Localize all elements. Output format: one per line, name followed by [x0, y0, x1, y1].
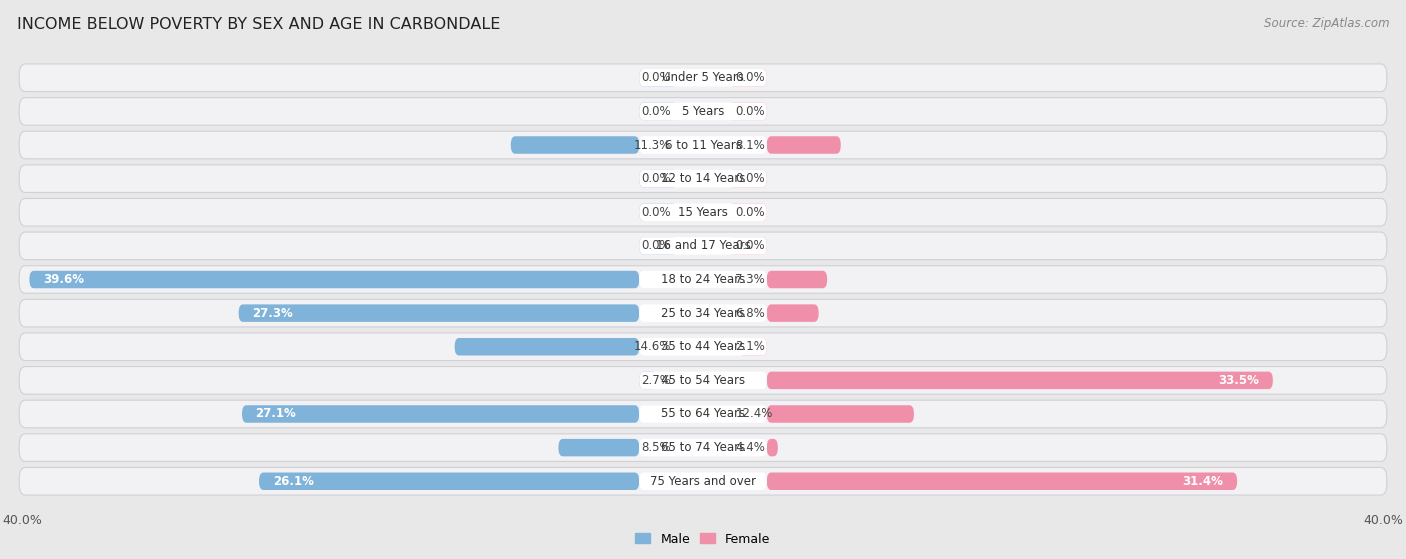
Text: 8.5%: 8.5% — [641, 441, 671, 454]
FancyBboxPatch shape — [454, 338, 640, 356]
Text: 0.0%: 0.0% — [735, 206, 765, 219]
FancyBboxPatch shape — [640, 338, 766, 356]
Text: 0.0%: 0.0% — [735, 239, 765, 252]
FancyBboxPatch shape — [640, 472, 766, 490]
FancyBboxPatch shape — [20, 232, 1386, 260]
Text: 39.6%: 39.6% — [44, 273, 84, 286]
FancyBboxPatch shape — [20, 333, 1386, 361]
FancyBboxPatch shape — [640, 305, 766, 322]
FancyBboxPatch shape — [640, 69, 678, 87]
FancyBboxPatch shape — [20, 198, 1386, 226]
FancyBboxPatch shape — [640, 372, 657, 389]
Text: 18 to 24 Years: 18 to 24 Years — [661, 273, 745, 286]
FancyBboxPatch shape — [20, 266, 1386, 293]
Text: 65 to 74 Years: 65 to 74 Years — [661, 441, 745, 454]
FancyBboxPatch shape — [640, 237, 766, 254]
Text: 0.0%: 0.0% — [641, 239, 671, 252]
Text: 0.0%: 0.0% — [641, 71, 671, 84]
Text: Source: ZipAtlas.com: Source: ZipAtlas.com — [1264, 17, 1389, 30]
Text: 6 to 11 Years: 6 to 11 Years — [665, 139, 741, 151]
FancyBboxPatch shape — [728, 103, 766, 120]
Text: 45 to 54 Years: 45 to 54 Years — [661, 374, 745, 387]
Text: 0.0%: 0.0% — [641, 105, 671, 118]
Text: 6.8%: 6.8% — [735, 307, 765, 320]
FancyBboxPatch shape — [766, 305, 818, 322]
FancyBboxPatch shape — [766, 405, 914, 423]
Text: 11.3%: 11.3% — [634, 139, 671, 151]
Text: 31.4%: 31.4% — [1182, 475, 1223, 488]
Text: 8.1%: 8.1% — [735, 139, 765, 151]
FancyBboxPatch shape — [640, 439, 766, 456]
Text: INCOME BELOW POVERTY BY SEX AND AGE IN CARBONDALE: INCOME BELOW POVERTY BY SEX AND AGE IN C… — [17, 17, 501, 32]
Legend: Male, Female: Male, Female — [630, 528, 776, 551]
FancyBboxPatch shape — [510, 136, 640, 154]
Text: 16 and 17 Years: 16 and 17 Years — [655, 239, 751, 252]
Text: 0.0%: 0.0% — [735, 71, 765, 84]
Text: 12 to 14 Years: 12 to 14 Years — [661, 172, 745, 185]
Text: 27.1%: 27.1% — [256, 408, 297, 420]
FancyBboxPatch shape — [640, 203, 766, 221]
FancyBboxPatch shape — [640, 271, 766, 288]
Text: 2.7%: 2.7% — [641, 374, 671, 387]
Text: 27.3%: 27.3% — [252, 307, 292, 320]
Text: 75 Years and over: 75 Years and over — [650, 475, 756, 488]
FancyBboxPatch shape — [738, 338, 766, 356]
FancyBboxPatch shape — [640, 203, 678, 221]
FancyBboxPatch shape — [766, 472, 1237, 490]
FancyBboxPatch shape — [640, 103, 766, 120]
Text: 25 to 34 Years: 25 to 34 Years — [661, 307, 745, 320]
FancyBboxPatch shape — [766, 136, 841, 154]
FancyBboxPatch shape — [640, 69, 766, 87]
Text: 5 Years: 5 Years — [682, 105, 724, 118]
Text: 4.4%: 4.4% — [735, 441, 765, 454]
FancyBboxPatch shape — [20, 131, 1386, 159]
FancyBboxPatch shape — [640, 372, 766, 389]
FancyBboxPatch shape — [640, 237, 678, 254]
FancyBboxPatch shape — [728, 69, 766, 87]
Text: 55 to 64 Years: 55 to 64 Years — [661, 408, 745, 420]
FancyBboxPatch shape — [20, 165, 1386, 192]
FancyBboxPatch shape — [30, 271, 640, 288]
Text: 7.3%: 7.3% — [735, 273, 765, 286]
Text: 0.0%: 0.0% — [641, 206, 671, 219]
FancyBboxPatch shape — [239, 305, 640, 322]
Text: 14.6%: 14.6% — [633, 340, 671, 353]
Text: 0.0%: 0.0% — [735, 172, 765, 185]
FancyBboxPatch shape — [728, 203, 766, 221]
Text: 2.1%: 2.1% — [735, 340, 765, 353]
FancyBboxPatch shape — [20, 64, 1386, 92]
Text: Under 5 Years: Under 5 Years — [662, 71, 744, 84]
FancyBboxPatch shape — [640, 170, 766, 187]
FancyBboxPatch shape — [640, 170, 678, 187]
Text: 0.0%: 0.0% — [735, 105, 765, 118]
FancyBboxPatch shape — [20, 299, 1386, 327]
FancyBboxPatch shape — [20, 367, 1386, 394]
Text: 15 Years: 15 Years — [678, 206, 728, 219]
Text: 35 to 44 Years: 35 to 44 Years — [661, 340, 745, 353]
FancyBboxPatch shape — [766, 372, 1272, 389]
FancyBboxPatch shape — [242, 405, 640, 423]
Text: 12.4%: 12.4% — [735, 408, 773, 420]
FancyBboxPatch shape — [728, 237, 766, 254]
FancyBboxPatch shape — [640, 405, 766, 423]
FancyBboxPatch shape — [20, 400, 1386, 428]
FancyBboxPatch shape — [20, 467, 1386, 495]
FancyBboxPatch shape — [728, 170, 766, 187]
FancyBboxPatch shape — [20, 434, 1386, 461]
Text: 26.1%: 26.1% — [273, 475, 314, 488]
Text: 0.0%: 0.0% — [641, 172, 671, 185]
Text: 33.5%: 33.5% — [1219, 374, 1260, 387]
FancyBboxPatch shape — [558, 439, 640, 456]
FancyBboxPatch shape — [20, 98, 1386, 125]
FancyBboxPatch shape — [640, 103, 678, 120]
FancyBboxPatch shape — [640, 136, 766, 154]
FancyBboxPatch shape — [259, 472, 640, 490]
FancyBboxPatch shape — [766, 271, 827, 288]
FancyBboxPatch shape — [766, 439, 778, 456]
